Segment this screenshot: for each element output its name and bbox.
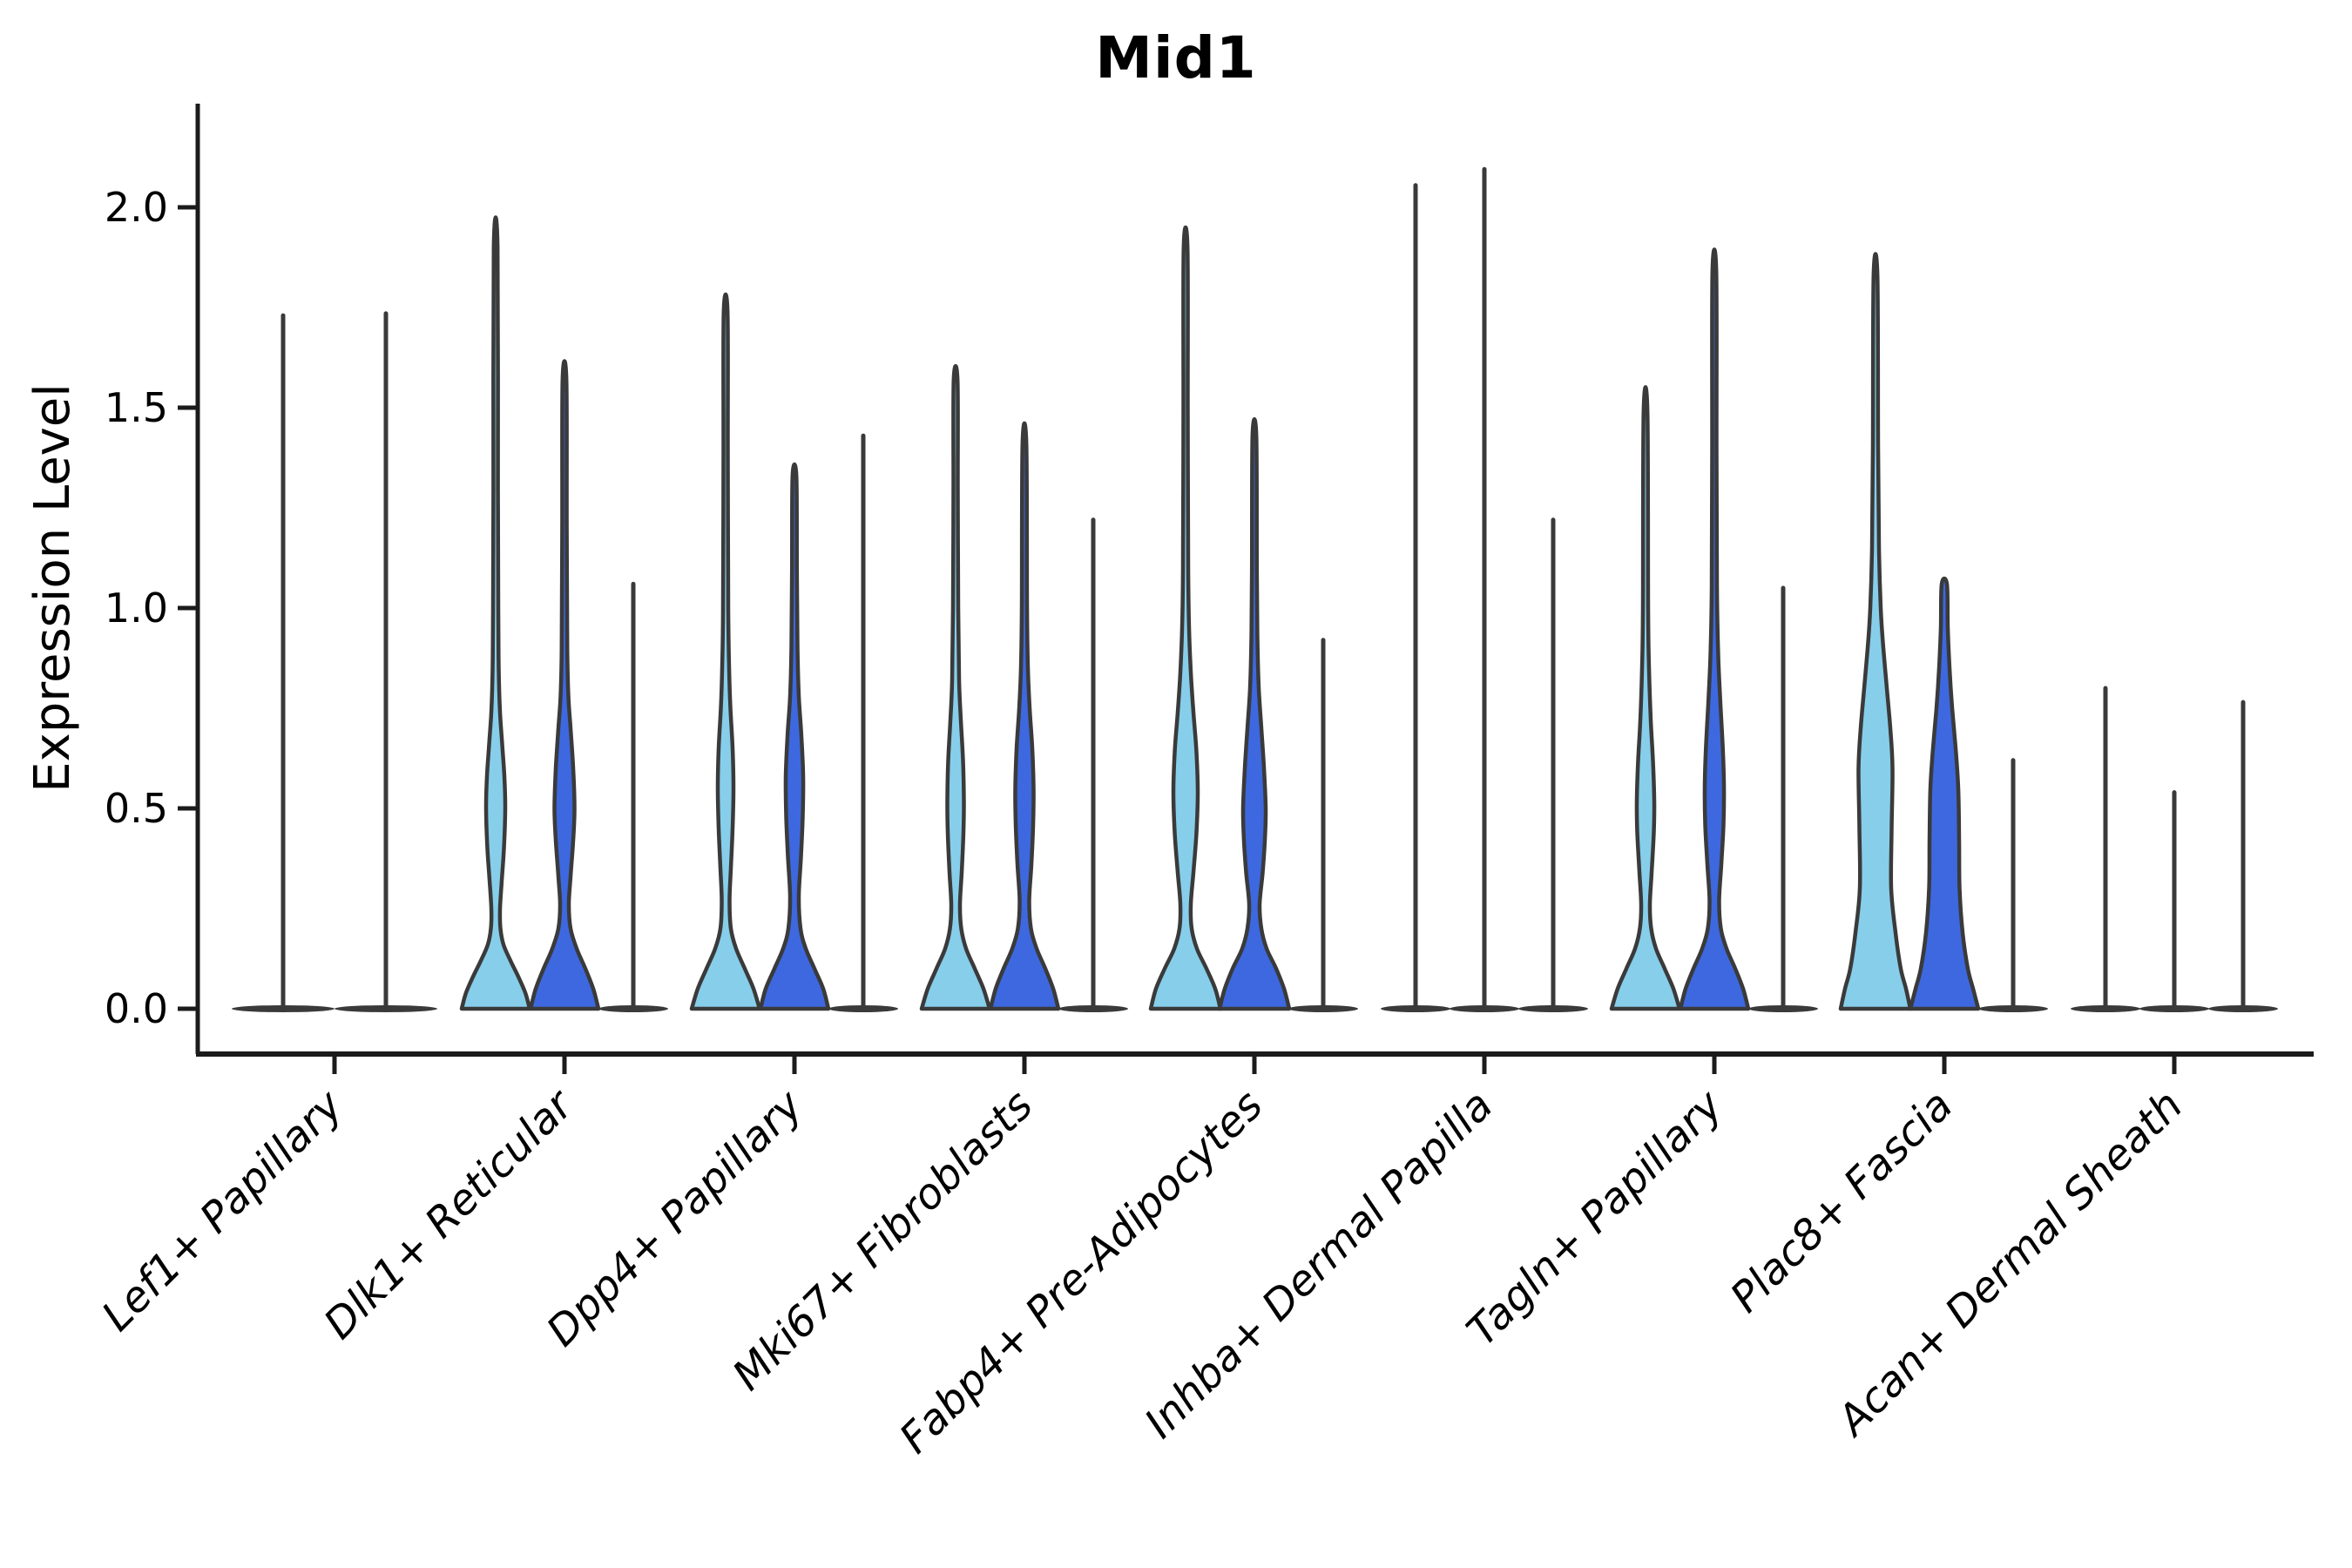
y-tick-label: 1.0	[105, 585, 168, 632]
violin-dark_blue	[1678, 247, 1751, 1011]
y-tick-label: 2.0	[105, 184, 168, 231]
violin-light_blue	[1838, 252, 1913, 1011]
violin-dark_blue	[988, 421, 1061, 1011]
y-tick-label: 0.5	[105, 785, 168, 832]
x-tick-label: Fabp4+ Pre-Adipocytes	[890, 1081, 1273, 1463]
violin-light_blue	[689, 292, 762, 1011]
y-tick-label: 0.0	[105, 985, 168, 1032]
violin-dark_blue	[528, 359, 601, 1011]
violin-dark_blue	[1908, 576, 1981, 1011]
violin-light_blue	[459, 215, 532, 1011]
chart-title: Mid1	[1095, 24, 1257, 91]
violin-dark_blue	[1217, 416, 1292, 1011]
violin-light_blue	[919, 364, 992, 1011]
y-tick-label: 1.5	[105, 384, 168, 431]
x-tick-label: Dlk1+ Reticular	[314, 1079, 585, 1349]
violin-dark_blue	[758, 462, 831, 1011]
x-tick-label: Plac8+ Fascia	[1721, 1081, 1963, 1322]
x-tick-label: Dpp4+ Papillary	[537, 1080, 813, 1355]
violin-light_blue	[1148, 226, 1223, 1011]
x-tick-label: Tagln+ Papillary	[1457, 1080, 1733, 1355]
violin-light_blue	[1609, 385, 1682, 1011]
x-tick-label: Lef1+ Papillary	[92, 1080, 353, 1341]
